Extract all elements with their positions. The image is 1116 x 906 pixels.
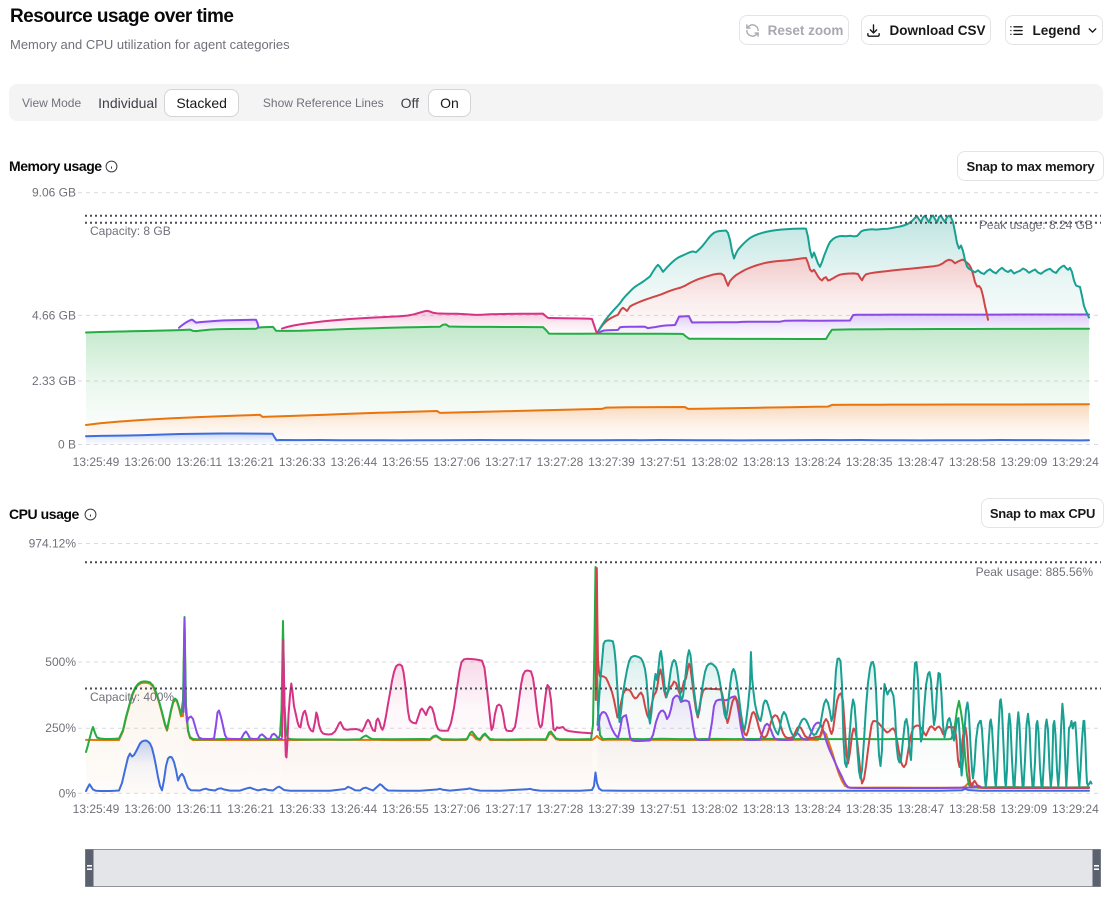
svg-text:2.33 GB: 2.33 GB <box>32 374 76 388</box>
svg-text:13:27:17: 13:27:17 <box>485 455 532 469</box>
svg-text:4.66 GB: 4.66 GB <box>32 308 76 322</box>
svg-text:13:26:11: 13:26:11 <box>176 802 222 816</box>
svg-text:0%: 0% <box>59 786 77 800</box>
svg-text:13:28:13: 13:28:13 <box>743 455 790 469</box>
svg-text:0 B: 0 B <box>58 438 76 452</box>
svg-text:13:27:51: 13:27:51 <box>640 455 687 469</box>
svg-text:13:28:35: 13:28:35 <box>846 802 893 816</box>
svg-text:13:27:39: 13:27:39 <box>588 455 635 469</box>
svg-text:13:26:33: 13:26:33 <box>279 455 326 469</box>
svg-text:13:27:28: 13:27:28 <box>537 802 584 816</box>
svg-text:13:28:24: 13:28:24 <box>794 802 841 816</box>
svg-text:13:27:06: 13:27:06 <box>433 802 480 816</box>
svg-text:Peak usage: 8.24 GB: Peak usage: 8.24 GB <box>979 218 1093 232</box>
svg-text:13:26:33: 13:26:33 <box>279 802 326 816</box>
svg-text:13:27:51: 13:27:51 <box>640 802 687 816</box>
svg-text:13:28:13: 13:28:13 <box>743 802 790 816</box>
svg-text:13:28:02: 13:28:02 <box>691 802 738 816</box>
svg-text:9.06 GB: 9.06 GB <box>32 186 76 200</box>
svg-text:13:28:58: 13:28:58 <box>949 802 996 816</box>
svg-text:13:26:44: 13:26:44 <box>330 455 377 469</box>
svg-text:13:26:00: 13:26:00 <box>124 802 171 816</box>
svg-text:13:26:55: 13:26:55 <box>382 455 429 469</box>
svg-text:13:25:49: 13:25:49 <box>73 455 120 469</box>
svg-text:974.12%: 974.12% <box>29 537 77 551</box>
svg-text:13:28:02: 13:28:02 <box>691 455 738 469</box>
svg-text:13:28:24: 13:28:24 <box>794 455 841 469</box>
svg-text:13:26:00: 13:26:00 <box>124 455 171 469</box>
svg-text:13:25:49: 13:25:49 <box>73 802 120 816</box>
svg-text:Capacity: 400%: Capacity: 400% <box>90 690 174 704</box>
svg-text:13:27:28: 13:27:28 <box>537 455 584 469</box>
svg-text:13:28:47: 13:28:47 <box>897 802 944 816</box>
svg-text:13:29:24: 13:29:24 <box>1052 802 1099 816</box>
svg-text:13:26:21: 13:26:21 <box>227 455 274 469</box>
svg-text:13:27:17: 13:27:17 <box>485 802 532 816</box>
svg-text:13:28:47: 13:28:47 <box>897 455 944 469</box>
svg-text:13:29:24: 13:29:24 <box>1052 455 1099 469</box>
svg-text:13:26:21: 13:26:21 <box>227 802 274 816</box>
svg-text:13:28:35: 13:28:35 <box>846 455 893 469</box>
svg-text:500%: 500% <box>45 655 76 669</box>
svg-text:13:27:06: 13:27:06 <box>433 455 480 469</box>
svg-text:Capacity: 8 GB: Capacity: 8 GB <box>90 224 171 238</box>
svg-text:Peak usage: 885.56%: Peak usage: 885.56% <box>976 565 1094 579</box>
svg-text:13:29:09: 13:29:09 <box>1001 802 1048 816</box>
svg-text:13:26:11: 13:26:11 <box>176 455 222 469</box>
svg-text:13:27:39: 13:27:39 <box>588 802 635 816</box>
svg-text:13:26:44: 13:26:44 <box>330 802 377 816</box>
svg-text:13:29:09: 13:29:09 <box>1001 455 1048 469</box>
svg-text:13:28:58: 13:28:58 <box>949 455 996 469</box>
svg-text:13:26:55: 13:26:55 <box>382 802 429 816</box>
svg-text:250%: 250% <box>45 721 76 735</box>
